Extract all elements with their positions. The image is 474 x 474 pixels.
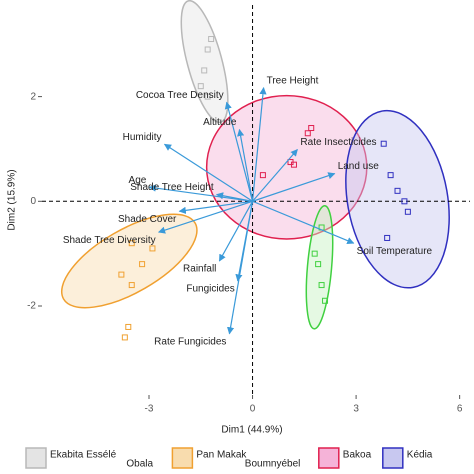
legend-label: Kédia [407, 450, 433, 461]
variable-arrow [218, 201, 254, 262]
variable-label: Rainfall [183, 264, 216, 275]
point [394, 187, 401, 194]
variable-label: Age [129, 175, 147, 186]
variable-label: Soil Temperature [357, 246, 433, 257]
variable-arrow [251, 86, 267, 202]
x-axis-label: Dim1 (44.9%) [221, 425, 282, 436]
legend-region: Obala [126, 459, 153, 470]
variable-label: Rate Fungicides [154, 336, 226, 347]
point [128, 282, 135, 289]
group-ellipse [60, 213, 198, 309]
variable-arrow [163, 143, 253, 202]
variable-arrow [157, 200, 253, 234]
point [387, 172, 394, 179]
variable-arrow [224, 101, 254, 202]
variable-label: Shade Tree Height [130, 182, 214, 193]
point [287, 159, 294, 166]
y-tick-label: 2 [30, 91, 36, 102]
variable-label: Cocoa Tree Density [136, 90, 224, 101]
legend-key [318, 447, 340, 469]
variable-label: Shade Cover [118, 214, 177, 225]
point [380, 140, 387, 147]
legend-key [25, 447, 47, 469]
variable-arrow [252, 148, 298, 202]
point [315, 261, 322, 268]
point [404, 208, 411, 215]
variable-arrow [226, 201, 254, 335]
legend-key [171, 447, 194, 469]
point [201, 67, 208, 74]
point [308, 125, 315, 132]
variable-label: Shade Tree Diversity [63, 235, 156, 246]
point [318, 282, 325, 289]
variable-arrow [178, 200, 253, 214]
variable-arrow [237, 128, 254, 202]
point [304, 130, 311, 137]
legend-label: Ekabita Essélé [50, 450, 117, 461]
variable-label: Land use [338, 161, 380, 172]
variable-label: Tree Height [267, 75, 319, 86]
point [204, 93, 211, 100]
legend-key [382, 447, 404, 469]
point [259, 172, 266, 179]
point [311, 250, 318, 257]
legend-label: Bakoa [343, 450, 372, 461]
x-tick-label: 6 [457, 404, 463, 415]
point [204, 46, 211, 53]
point [118, 271, 125, 278]
variable-label: Humidity [123, 132, 162, 143]
point [401, 198, 408, 205]
variable-arrow [252, 200, 355, 245]
point [197, 83, 204, 90]
y-tick-label: 0 [30, 196, 36, 207]
x-tick-label: 0 [250, 404, 256, 415]
variable-label: Rate Insecticides [300, 137, 376, 148]
y-axis-label: Dim2 (15.9%) [7, 169, 18, 230]
variable-arrow [252, 172, 336, 202]
point [384, 234, 391, 241]
x-tick-label: 3 [353, 404, 359, 415]
variable-arrow [215, 192, 253, 202]
point [139, 261, 146, 268]
x-tick-label: -3 [145, 404, 154, 415]
point [125, 323, 132, 330]
legend-region: Boumnyébel [245, 459, 301, 470]
point [128, 240, 135, 247]
point [322, 297, 329, 304]
point [208, 36, 215, 43]
group-ellipse [180, 0, 229, 124]
variable-label: Altitude [203, 117, 237, 128]
y-tick-label: -2 [27, 301, 36, 312]
group-ellipse [345, 109, 450, 289]
variable-label: Fungicides [186, 284, 234, 295]
point [149, 245, 156, 252]
point [121, 334, 128, 341]
legend-label: Pan Makak [196, 450, 247, 461]
variable-arrow [148, 184, 253, 202]
